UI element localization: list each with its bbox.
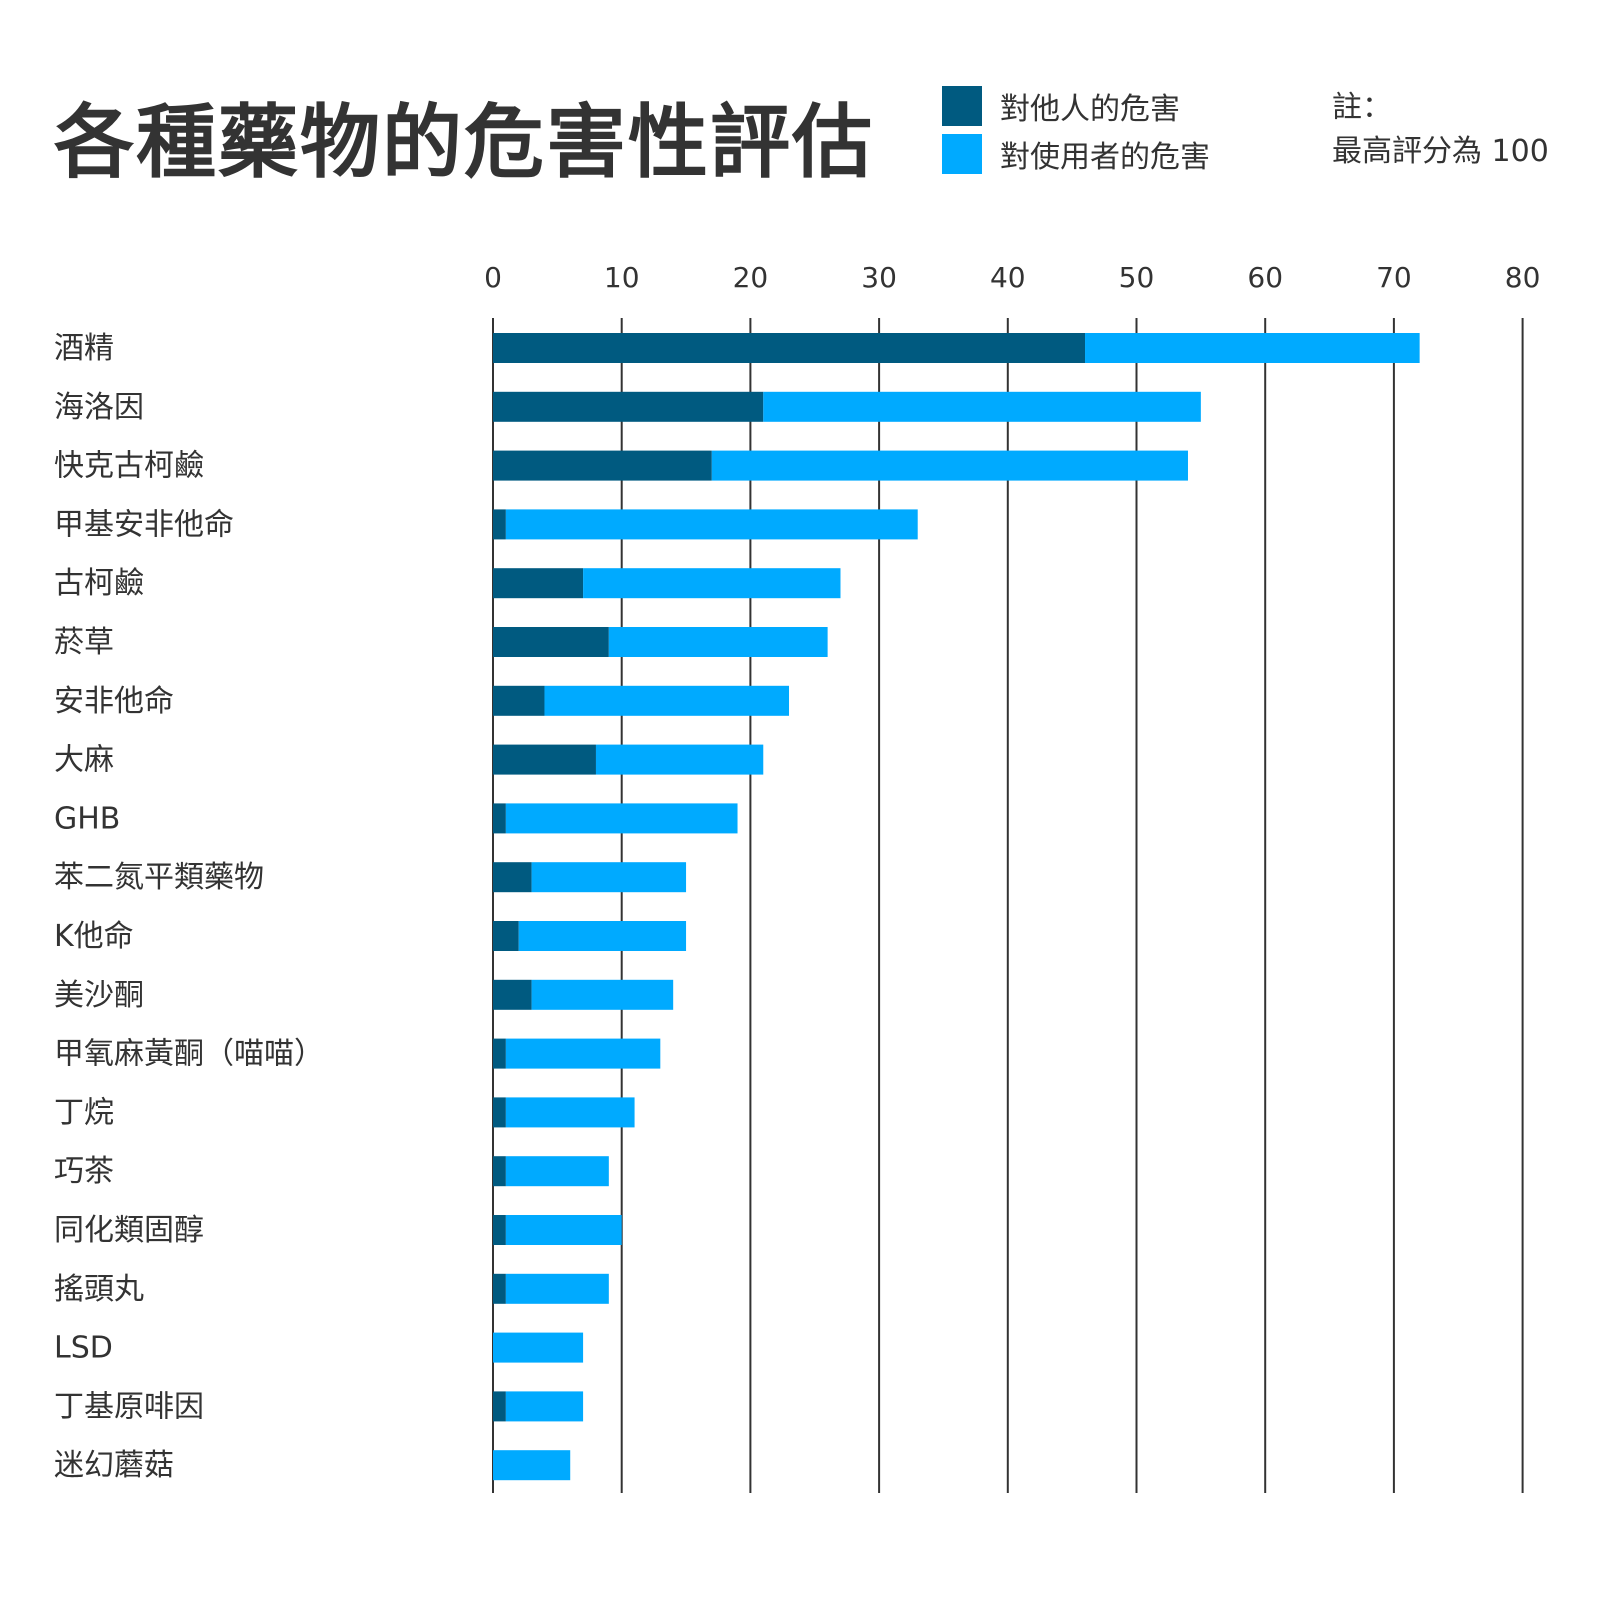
bar-harm-to-others — [493, 1273, 506, 1304]
bar-harm-to-users — [1085, 333, 1420, 363]
bar-harm-to-users — [505, 509, 918, 540]
legend-label-users: 對使用者的危害 — [1000, 140, 1210, 175]
category-label: 安非他命 — [54, 684, 174, 719]
bar-harm-to-users — [518, 921, 687, 951]
bar-harm-to-users — [505, 1391, 584, 1422]
bar-harm-to-users — [583, 568, 841, 599]
bar-harm-to-users — [493, 1450, 571, 1481]
bar-harm-to-users — [505, 803, 738, 834]
note: 註： 最高評分為 100 — [1332, 86, 1549, 174]
bar-harm-to-users — [505, 1215, 622, 1245]
chart-title: 各種藥物的危害性評估 — [54, 96, 874, 189]
bar-harm-to-users — [505, 1038, 661, 1069]
note-line-2: 最高評分為 100 — [1332, 134, 1549, 169]
category-label: 甲氧麻黃酮（喵喵） — [54, 1037, 324, 1072]
category-label: 美沙酮 — [54, 978, 144, 1013]
bar-harm-to-others — [493, 921, 519, 951]
bar-harm-to-users — [763, 391, 1201, 422]
bar-harm-to-others — [493, 627, 609, 657]
bar-harm-to-others — [493, 685, 545, 716]
bar-harm-to-others — [493, 744, 596, 775]
x-tick-label: 20 — [733, 261, 769, 294]
legend-item-users: 對使用者的危害 — [942, 134, 1210, 175]
legend-swatch-others — [942, 86, 982, 126]
category-label: 菸草 — [54, 625, 114, 660]
bar-harm-to-users — [505, 1156, 609, 1187]
bar-harm-to-users — [505, 1273, 609, 1304]
legend-swatch-users — [942, 134, 982, 174]
bar-harm-to-users — [531, 979, 674, 1010]
bar-harm-to-others — [493, 979, 532, 1010]
legend-item-others: 對他人的危害 — [942, 86, 1180, 127]
bar-harm-to-others — [493, 1391, 506, 1422]
x-tick-label: 40 — [990, 261, 1026, 294]
bar-harm-to-others — [493, 1215, 506, 1245]
category-label: 大麻 — [54, 743, 114, 778]
bar-harm-to-users — [544, 685, 790, 716]
category-label: 苯二氮平類藥物 — [54, 860, 264, 895]
bar-harm-to-users — [505, 1097, 635, 1128]
bar-harm-to-users — [595, 744, 764, 775]
category-label: K他命 — [54, 919, 134, 954]
bar-harm-to-users — [608, 627, 828, 657]
category-label: 快克古柯鹼 — [54, 449, 204, 484]
category-label: 丁烷 — [54, 1095, 114, 1130]
category-label: 甲基安非他命 — [54, 507, 234, 542]
bar-harm-to-others — [493, 391, 764, 422]
bar-harm-to-others — [493, 1097, 506, 1128]
bar-harm-to-others — [493, 333, 1086, 363]
bar-harm-to-users — [531, 862, 687, 893]
category-label: GHB — [54, 801, 120, 836]
bar-harm-to-others — [493, 1038, 506, 1069]
category-label: 迷幻蘑菇 — [54, 1448, 174, 1483]
note-line-1: 註： — [1332, 90, 1392, 125]
legend-label-others: 對他人的危害 — [1000, 92, 1180, 127]
bar-harm-to-others — [493, 509, 506, 540]
bar-harm-to-others — [493, 803, 506, 834]
category-label: 古柯鹼 — [54, 566, 144, 601]
category-label: 巧茶 — [54, 1154, 114, 1189]
category-label: LSD — [54, 1331, 113, 1366]
x-tick-label: 50 — [1119, 261, 1155, 294]
category-label: 同化類固醇 — [54, 1213, 204, 1248]
x-tick-label: 60 — [1247, 261, 1283, 294]
category-label: 丁基原啡因 — [54, 1389, 204, 1424]
category-label: 酒精 — [54, 331, 114, 366]
bar-harm-to-others — [493, 1156, 506, 1187]
bar-harm-to-users — [493, 1332, 584, 1363]
x-tick-label: 80 — [1505, 261, 1541, 294]
bar-harm-to-others — [493, 862, 532, 893]
category-label: 搖頭丸 — [54, 1272, 144, 1307]
bar-harm-to-users — [711, 450, 1188, 481]
bar-harm-to-others — [493, 450, 712, 481]
bar-harm-to-others — [493, 568, 584, 599]
x-tick-label: 70 — [1376, 261, 1412, 294]
category-label: 海洛因 — [54, 390, 144, 425]
x-tick-label: 0 — [484, 261, 502, 294]
x-tick-label: 10 — [604, 261, 640, 294]
x-tick-label: 30 — [861, 261, 897, 294]
